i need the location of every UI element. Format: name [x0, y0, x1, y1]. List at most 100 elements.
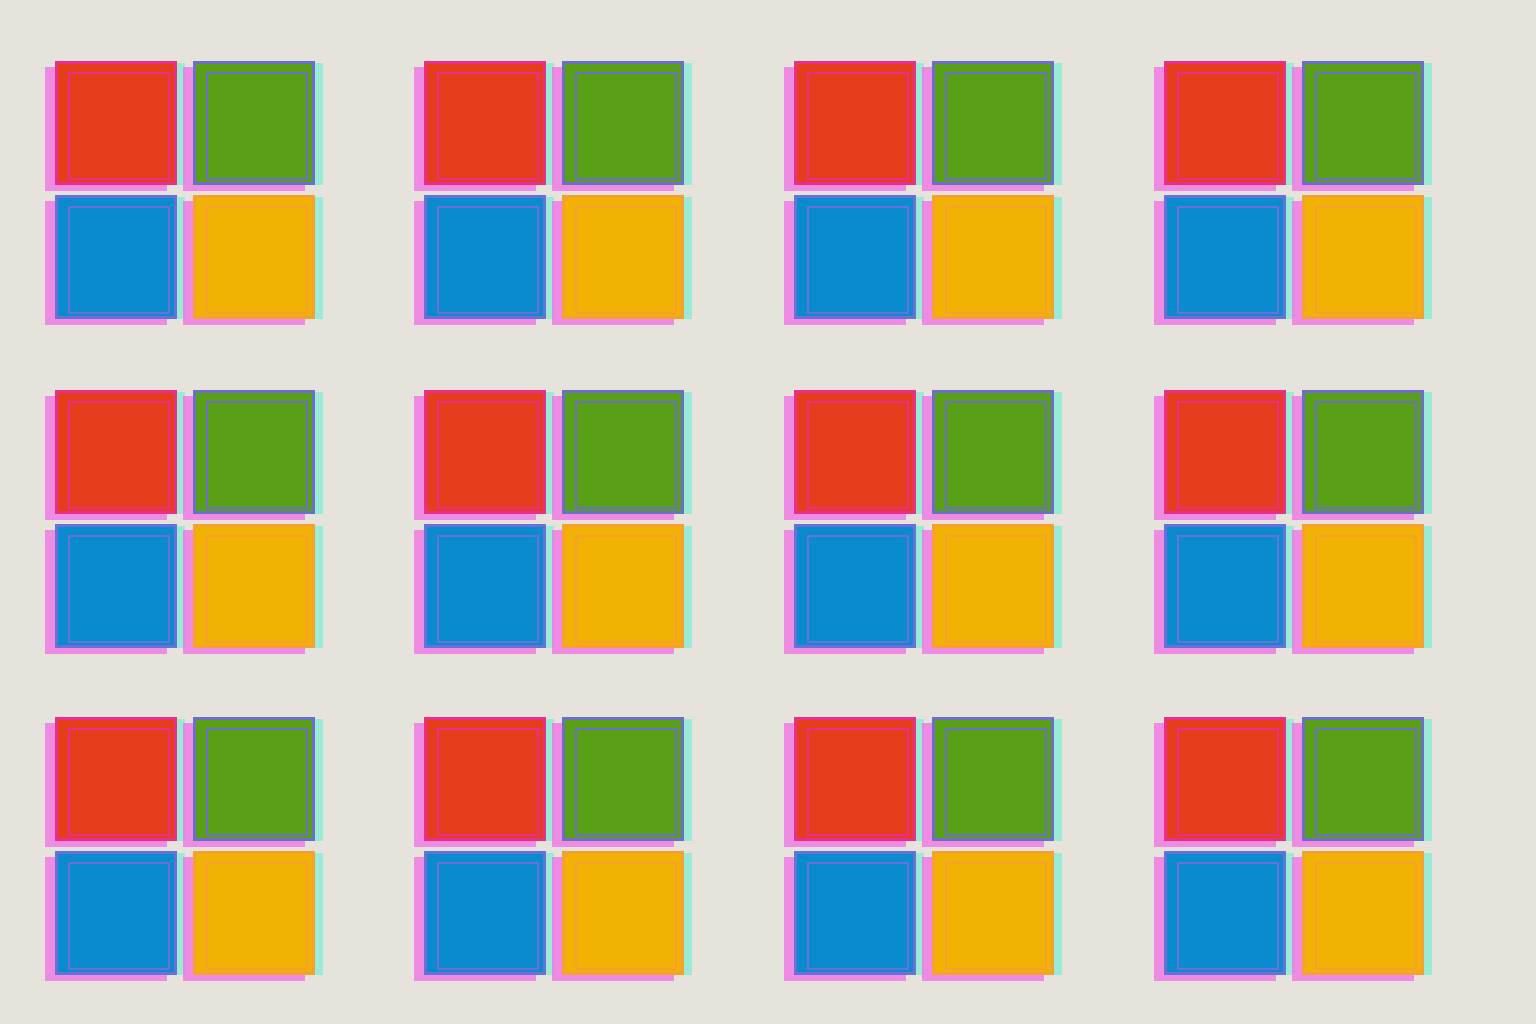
green-square: [552, 390, 692, 520]
square-layer: [932, 851, 1054, 975]
square-layer: [562, 195, 684, 319]
red-square: [784, 390, 924, 520]
square-layer: [68, 728, 170, 836]
square-layer: [193, 851, 315, 975]
blue-square: [414, 524, 554, 654]
square-layer: [932, 390, 1054, 514]
square-layer: [1302, 390, 1424, 514]
square-layer: [193, 195, 315, 319]
square-layer: [807, 535, 909, 643]
square-layer: [1177, 72, 1279, 180]
square-layer: [424, 717, 546, 841]
blue-square: [784, 851, 924, 981]
square-layer: [437, 535, 539, 643]
yellow-square: [552, 851, 692, 981]
square-layer: [55, 851, 177, 975]
square-layer: [55, 61, 177, 185]
square-layer: [206, 72, 308, 180]
square-layer: [807, 72, 909, 180]
square-layer: [945, 535, 1047, 643]
green-square: [183, 390, 323, 520]
red-square: [1154, 61, 1294, 191]
square-layer: [424, 524, 546, 648]
yellow-square: [552, 195, 692, 325]
four-square-logo: [414, 61, 704, 341]
blue-square: [1154, 851, 1294, 981]
green-square: [552, 717, 692, 847]
square-layer: [932, 524, 1054, 648]
square-layer: [945, 728, 1047, 836]
red-square: [414, 390, 554, 520]
square-layer: [945, 401, 1047, 509]
square-layer: [1302, 717, 1424, 841]
square-layer: [1164, 390, 1286, 514]
four-square-logo: [45, 390, 335, 670]
square-layer: [575, 862, 677, 970]
square-layer: [1315, 401, 1417, 509]
square-layer: [55, 390, 177, 514]
four-square-logo: [784, 390, 1074, 670]
square-layer: [945, 862, 1047, 970]
green-square: [922, 390, 1062, 520]
square-layer: [68, 401, 170, 509]
yellow-square: [922, 524, 1062, 654]
square-layer: [206, 728, 308, 836]
square-layer: [562, 717, 684, 841]
blue-square: [784, 524, 924, 654]
square-layer: [794, 61, 916, 185]
green-square: [183, 717, 323, 847]
square-layer: [206, 206, 308, 314]
square-layer: [807, 206, 909, 314]
square-layer: [932, 61, 1054, 185]
red-square: [45, 390, 185, 520]
square-layer: [1315, 862, 1417, 970]
square-layer: [1315, 535, 1417, 643]
four-square-logo: [414, 390, 704, 670]
square-layer: [55, 524, 177, 648]
four-square-logo: [45, 717, 335, 997]
yellow-square: [552, 524, 692, 654]
square-layer: [562, 61, 684, 185]
square-layer: [206, 862, 308, 970]
red-square: [784, 717, 924, 847]
blue-square: [45, 524, 185, 654]
square-layer: [794, 195, 916, 319]
square-layer: [562, 851, 684, 975]
square-layer: [1177, 862, 1279, 970]
red-square: [45, 61, 185, 191]
four-square-logo: [1154, 61, 1444, 341]
four-square-logo: [1154, 717, 1444, 997]
blue-square: [45, 851, 185, 981]
blue-square: [784, 195, 924, 325]
square-layer: [932, 195, 1054, 319]
square-layer: [1177, 206, 1279, 314]
green-square: [1292, 717, 1432, 847]
square-layer: [193, 61, 315, 185]
square-layer: [1177, 728, 1279, 836]
square-layer: [424, 390, 546, 514]
yellow-square: [183, 195, 323, 325]
red-square: [414, 717, 554, 847]
square-layer: [437, 401, 539, 509]
square-layer: [437, 206, 539, 314]
square-layer: [575, 72, 677, 180]
square-layer: [1177, 401, 1279, 509]
blue-square: [1154, 195, 1294, 325]
square-layer: [1315, 72, 1417, 180]
square-layer: [437, 72, 539, 180]
square-layer: [1302, 61, 1424, 185]
blue-square: [45, 195, 185, 325]
square-layer: [1315, 206, 1417, 314]
green-square: [552, 61, 692, 191]
square-layer: [807, 862, 909, 970]
red-square: [784, 61, 924, 191]
four-square-logo: [414, 717, 704, 997]
square-layer: [68, 72, 170, 180]
square-layer: [1164, 717, 1286, 841]
square-layer: [1315, 728, 1417, 836]
four-square-logo: [45, 61, 335, 341]
yellow-square: [1292, 851, 1432, 981]
square-layer: [794, 524, 916, 648]
square-layer: [562, 390, 684, 514]
square-layer: [55, 717, 177, 841]
